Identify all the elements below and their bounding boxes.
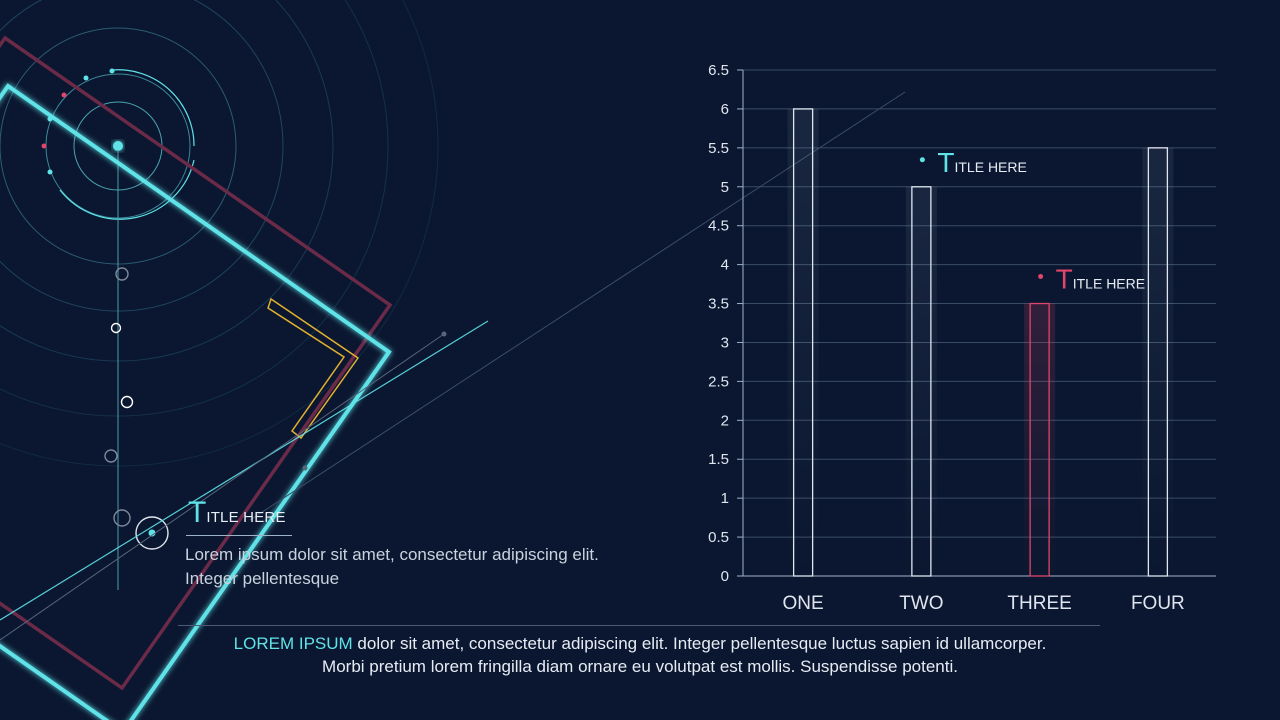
orbit-arc xyxy=(111,69,195,147)
orbit-dots xyxy=(41,68,123,175)
bars xyxy=(787,108,1174,577)
y-tick-label: 6.5 xyxy=(708,62,729,79)
annotation-dot xyxy=(1038,274,1044,280)
annotation-title: TITLE HERE xyxy=(1056,264,1145,295)
annotation-dot xyxy=(919,157,925,163)
x-tick-label: TWO xyxy=(899,593,943,614)
diagonal-line-gray xyxy=(0,333,445,641)
x-tick-label: ONE xyxy=(783,593,824,614)
bottom-divider xyxy=(178,625,1100,626)
annotation-rest: ITLE HERE xyxy=(1073,276,1145,292)
diagonal-line-cyan xyxy=(0,320,489,621)
left-title: TITLE HERE xyxy=(188,496,286,530)
orbit-arc-lower xyxy=(59,159,195,220)
annotation-initial: T xyxy=(1056,264,1073,295)
diagonal-dot-2 xyxy=(302,465,308,471)
bar-glow xyxy=(787,108,819,576)
y-tick-label: 6 xyxy=(721,101,729,118)
y-tick-label: 1 xyxy=(721,490,729,507)
annotation-title: TITLE HERE xyxy=(937,147,1026,178)
left-body-text: Lorem ipsum dolor sit amet, consectetur … xyxy=(185,545,599,588)
y-tick-label: 4 xyxy=(721,257,729,274)
bar-glow xyxy=(1024,303,1056,576)
bar-one xyxy=(792,108,814,577)
bottom-paragraph: LOREM IPSUM dolor sit amet, consectetur … xyxy=(140,632,1140,678)
diagonal-dot xyxy=(441,331,447,337)
timeline-nodes xyxy=(104,267,169,550)
x-tick-label: FOUR xyxy=(1131,593,1185,614)
y-tick-label: 2.5 xyxy=(708,373,729,390)
y-tick-label: 5 xyxy=(721,179,729,196)
y-tick-label: 3.5 xyxy=(708,296,729,313)
bar-glow xyxy=(905,186,937,576)
gridlines xyxy=(743,69,1216,538)
left-title-rest: ITLE HERE xyxy=(206,509,286,526)
bar-four xyxy=(1147,147,1169,577)
cyan-frame xyxy=(0,83,392,720)
y-tick-label: 0.5 xyxy=(708,529,729,546)
maroon-frame xyxy=(0,35,393,691)
bottom-highlight: LOREM IPSUM xyxy=(233,634,353,653)
bottom-line1: dolor sit amet, consectetur adipiscing e… xyxy=(352,634,1047,653)
y-tick-label: 2 xyxy=(721,412,729,429)
bottom-line2: Morbi pretium lorem fringilla diam ornar… xyxy=(322,657,958,676)
y-axis-ticks: 0 0.5 1 1.5 2 2.5 3 3.5 4 4.5 5 5.5 6 6.5 xyxy=(708,62,743,585)
bar-two xyxy=(911,186,932,577)
y-tick-label: 3 xyxy=(721,334,729,351)
left-title-underline xyxy=(186,535,292,536)
x-tick-label: THREE xyxy=(1007,593,1071,614)
left-title-initial: T xyxy=(188,496,207,529)
y-tick-label: 0 xyxy=(721,568,729,585)
y-tick-label: 4.5 xyxy=(708,218,729,235)
bar-three xyxy=(1029,302,1050,577)
x-axis-labels: ONE TWO THREE FOUR xyxy=(783,593,1185,614)
y-tick-label: 1.5 xyxy=(708,451,729,468)
annotation-initial: T xyxy=(937,147,954,178)
annotation-rest: ITLE HERE xyxy=(954,159,1026,175)
bar-glow xyxy=(1142,147,1174,576)
yellow-chevron xyxy=(267,297,360,440)
y-tick-label: 5.5 xyxy=(708,140,729,157)
